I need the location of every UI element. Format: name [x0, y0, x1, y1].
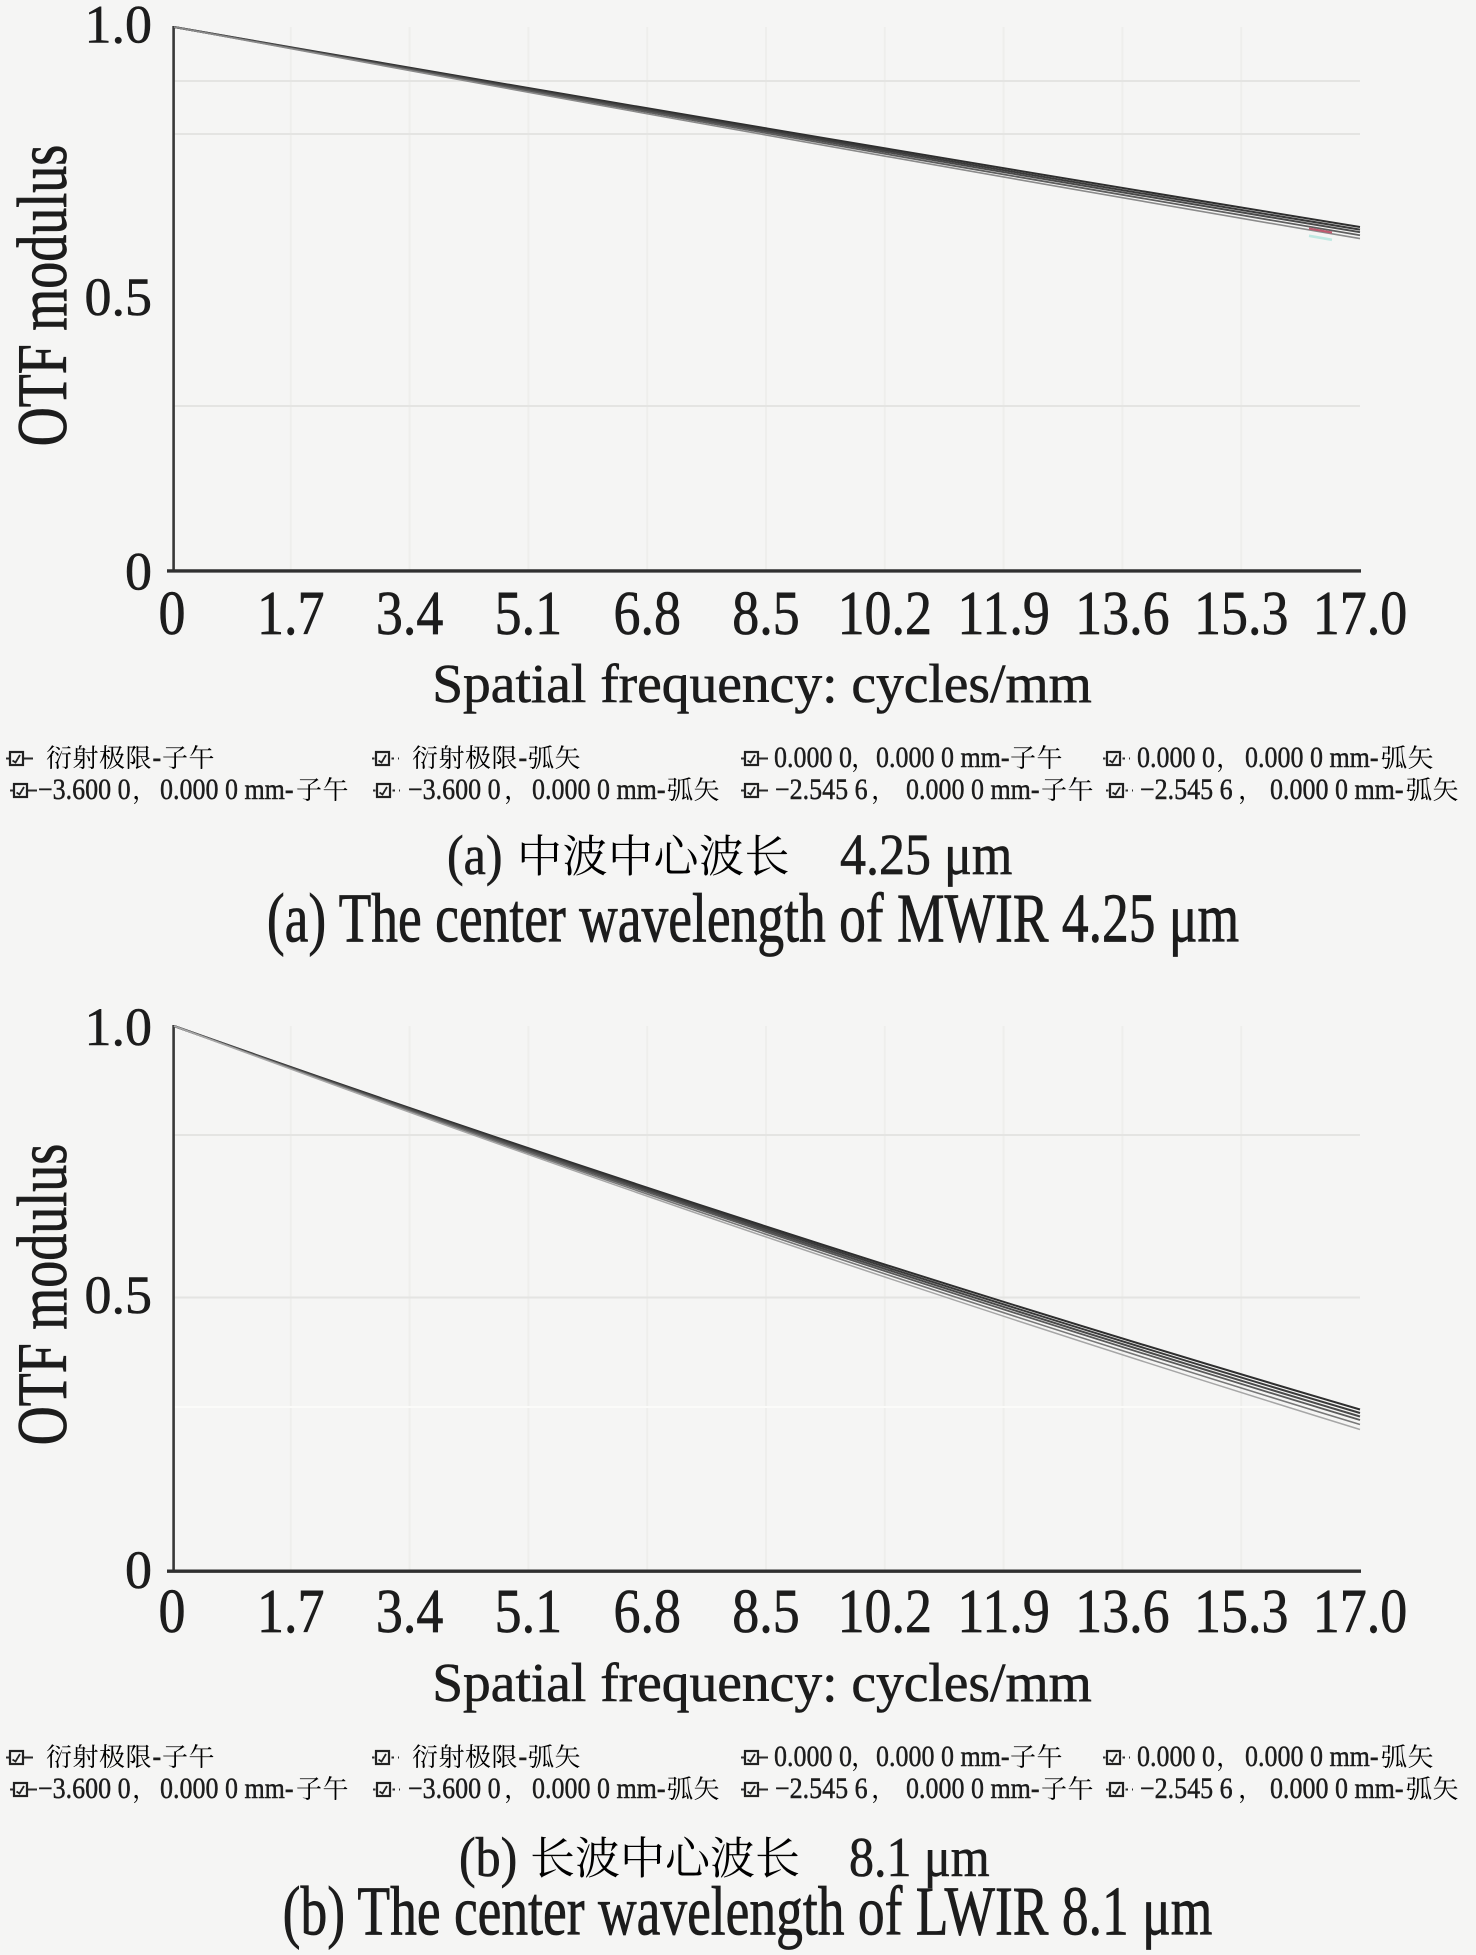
- svg-text:0.000 0: 0.000 0: [1137, 741, 1215, 774]
- svg-text:1.0: 1.0: [85, 0, 153, 55]
- svg-text:0: 0: [159, 1576, 186, 1646]
- svg-text:−3.600 0: −3.600 0: [408, 773, 501, 806]
- svg-text:8.5: 8.5: [732, 578, 799, 648]
- svg-text:10.2: 10.2: [838, 578, 932, 648]
- svg-text:0.000 0 mm-: 0.000 0 mm-: [876, 741, 1010, 774]
- svg-text:0.5: 0.5: [85, 1265, 153, 1325]
- svg-text:0.000 0: 0.000 0: [774, 741, 852, 774]
- svg-text:−2.545 6: −2.545 6: [1140, 773, 1233, 806]
- svg-text:-: -: [519, 741, 528, 774]
- svg-text:0: 0: [125, 542, 152, 602]
- svg-text:17.0: 17.0: [1313, 1576, 1407, 1646]
- svg-text:−3.600 0: −3.600 0: [38, 773, 131, 806]
- svg-text:0.000 0 mm-: 0.000 0 mm-: [1245, 741, 1379, 774]
- svg-text:13.6: 13.6: [1075, 1576, 1169, 1646]
- svg-text:10.2: 10.2: [838, 1576, 932, 1646]
- svg-text:13.6: 13.6: [1075, 578, 1169, 648]
- svg-text:3.4: 3.4: [376, 1576, 443, 1646]
- svg-text:0.000 0 mm-: 0.000 0 mm-: [160, 773, 294, 806]
- svg-text:15.3: 15.3: [1194, 578, 1288, 648]
- svg-text:0.000 0 mm-: 0.000 0 mm-: [532, 773, 666, 806]
- svg-text:1.7: 1.7: [257, 578, 324, 648]
- svg-text:0.5: 0.5: [85, 267, 153, 327]
- svg-text:6.8: 6.8: [613, 578, 680, 648]
- svg-text:11.9: 11.9: [957, 1576, 1049, 1646]
- svg-text:(b): (b): [459, 1827, 517, 1888]
- svg-text:1.7: 1.7: [257, 1576, 324, 1646]
- svg-text:Spatial frequency: cycles/mm: Spatial frequency: cycles/mm: [432, 1653, 1092, 1714]
- svg-text:0.000 0 mm-: 0.000 0 mm-: [906, 773, 1040, 806]
- svg-text:8.5: 8.5: [732, 1576, 799, 1646]
- svg-text:5.1: 5.1: [495, 1576, 562, 1646]
- svg-text:-: -: [153, 741, 162, 774]
- svg-text:(b) The center wavelength of L: (b) The center wavelength of LWIR 8.1 μm: [283, 1874, 1213, 1950]
- svg-text:3.4: 3.4: [376, 578, 443, 648]
- svg-text:(a): (a): [447, 825, 502, 886]
- svg-text:17.0: 17.0: [1313, 578, 1407, 648]
- svg-text:0.000 0 mm-: 0.000 0 mm-: [1270, 773, 1404, 806]
- svg-text:−2.545 6: −2.545 6: [775, 773, 868, 806]
- svg-text:OTF modulus: OTF modulus: [3, 145, 82, 446]
- svg-text:6.8: 6.8: [613, 1576, 680, 1646]
- svg-text:0: 0: [125, 1540, 152, 1600]
- svg-text:11.9: 11.9: [957, 578, 1049, 648]
- svg-text:1.0: 1.0: [85, 997, 153, 1057]
- svg-text:5.1: 5.1: [495, 578, 562, 648]
- svg-text:0: 0: [159, 578, 186, 648]
- svg-text:4.25 μm: 4.25 μm: [840, 822, 1012, 886]
- svg-text:(a) The center wavelength of M: (a) The center wavelength of MWIR 4.25 μ…: [267, 881, 1239, 957]
- svg-text:8.1 μm: 8.1 μm: [849, 1827, 990, 1888]
- svg-text:15.3: 15.3: [1194, 1576, 1288, 1646]
- svg-text:OTF modulus: OTF modulus: [3, 1144, 82, 1445]
- svg-text:Spatial frequency: cycles/mm: Spatial frequency: cycles/mm: [432, 654, 1092, 715]
